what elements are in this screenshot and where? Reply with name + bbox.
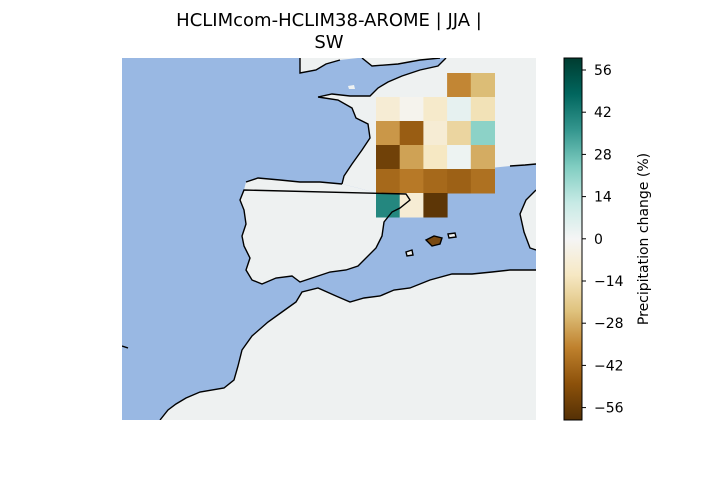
colorbar-label: Precipitation change (%) [636,153,652,325]
grid-cell [447,97,472,122]
coastline-africa [159,269,536,420]
grid-cell [376,97,401,122]
land-france [300,58,358,73]
coastline-iberia [239,177,411,285]
colorbar-tick-label: 42 [594,105,612,121]
colorbar-tick-label: 14 [594,190,612,206]
grid-cell [470,121,495,146]
grid-cell [376,145,401,170]
colorbar: 56 42 28 14 0 −14 −28 −42 −56 Precipitation chan… [563,57,652,421]
coastline-italy [519,189,536,251]
grid-cell [423,169,448,194]
title-line-2: SW [314,32,343,53]
title-line-1: HCLIMcom-HCLIM38-AROME | JJA | [176,10,482,31]
land-north-africa [122,270,536,420]
map-panel [122,58,536,420]
coastline-france [299,58,536,185]
colorbar-tick-label: −28 [594,316,624,332]
grid-cell [376,193,401,218]
grid-cell [423,145,448,170]
grid-cell [376,169,401,194]
land-britain-channel [362,58,440,66]
grid-cell [447,145,472,170]
grid-cell [423,193,448,218]
grid-cell [470,97,495,122]
grid-cell [399,97,424,122]
coastline-portugal-w [122,345,129,349]
land-small-island [348,85,355,89]
grid-cell [447,169,472,194]
grid-cell [399,121,424,146]
colorbar-tick-label: 0 [594,232,603,248]
precip-change-grid [376,73,495,218]
grid-cell [470,145,495,170]
grid-cell [423,97,448,122]
grid-cell [470,169,495,194]
grid-cell [423,121,448,146]
colorbar-tick-label: −56 [594,401,624,417]
colorbar-tick-label: 28 [594,147,612,163]
grid-cell [447,73,472,98]
colorbar-ticks: 56 42 28 14 0 −14 −28 −42 −56 [582,63,624,417]
grid-cell [376,121,401,146]
colorbar-tick-label: −42 [594,358,624,374]
coastline-islands [405,232,457,257]
grid-cell [470,73,495,98]
coastline [122,58,536,420]
colorbar-tick-label: 56 [594,63,612,79]
colorbar-tick-label: −14 [594,274,624,290]
land-iberia [240,178,410,284]
colorbar-gradient [563,57,583,421]
grid-cell [399,169,424,194]
grid-cell [447,121,472,146]
grid-cell [399,145,424,170]
